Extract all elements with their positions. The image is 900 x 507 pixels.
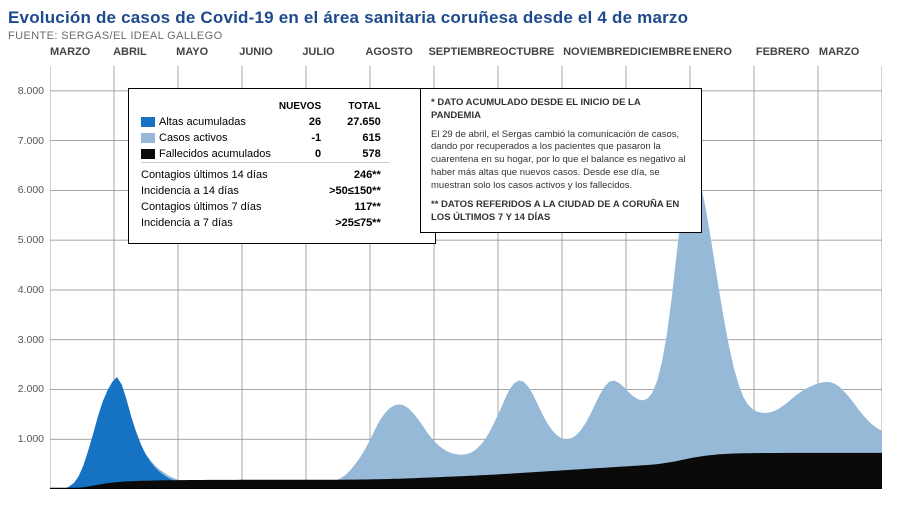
month-axis: MARZOABRILMAYOJUNIOJULIOAGOSTOSEPTIEMBRE… <box>50 46 882 64</box>
y-axis-label: 5.000 <box>4 234 44 246</box>
legend-header-nuevos: NUEVOS <box>279 99 329 114</box>
month-label: MAYO <box>176 46 239 64</box>
y-axis-label: 3.000 <box>4 334 44 346</box>
legend-row: Incidencia a 14 días>50≤150** <box>141 183 389 199</box>
month-label: ABRIL <box>113 46 176 64</box>
month-label: FEBRERO <box>756 46 819 64</box>
month-label: SEPTIEMBRE <box>428 46 500 64</box>
month-label: NOVIEMBRE <box>563 46 630 64</box>
y-axis-label: 4.000 <box>4 284 44 296</box>
legend-row: Fallecidos acumulados0578 <box>141 146 389 163</box>
legend-box: NUEVOS TOTAL Altas acumuladas2627.650Cas… <box>128 88 436 244</box>
y-axis-label: 1.000 <box>4 433 44 445</box>
footnote-box: * DATO ACUMULADO DESDE EL INICIO DE LA P… <box>420 88 702 233</box>
month-label: AGOSTO <box>365 46 428 64</box>
legend-row: Altas acumuladas2627.650 <box>141 114 389 130</box>
legend-header-total: TOTAL <box>329 99 389 114</box>
chart-source: FUENTE: SERGAS/EL IDEAL GALLEGO <box>8 30 882 42</box>
month-label: ENERO <box>693 46 756 64</box>
footnote-line: * DATO ACUMULADO DESDE EL INICIO DE LA P… <box>431 97 691 123</box>
y-axis-label: 2.000 <box>4 383 44 395</box>
month-label: JULIO <box>302 46 365 64</box>
y-axis-label: 6.000 <box>4 184 44 196</box>
legend-row: Casos activos-1615 <box>141 130 389 146</box>
month-label: OCTUBRE <box>500 46 563 64</box>
legend-row: Contagios últimos 14 días246** <box>141 163 389 184</box>
legend-row: Contagios últimos 7 días117** <box>141 199 389 215</box>
month-label: MARZO <box>50 46 113 64</box>
legend-row: Incidencia a 7 días>25≤75** <box>141 215 389 231</box>
month-label: JUNIO <box>239 46 302 64</box>
month-label: MARZO <box>819 46 882 64</box>
footnote-line: El 29 de abril, el Sergas cambió la comu… <box>431 129 691 193</box>
y-axis-label: 8.000 <box>4 85 44 97</box>
chart-title: Evolución de casos de Covid-19 en el áre… <box>8 8 882 28</box>
y-axis-label: 7.000 <box>4 135 44 147</box>
month-label: DICIEMBRE <box>630 46 693 64</box>
footnote-line: ** DATOS REFERIDOS A LA CIUDAD DE A CORU… <box>431 199 691 225</box>
